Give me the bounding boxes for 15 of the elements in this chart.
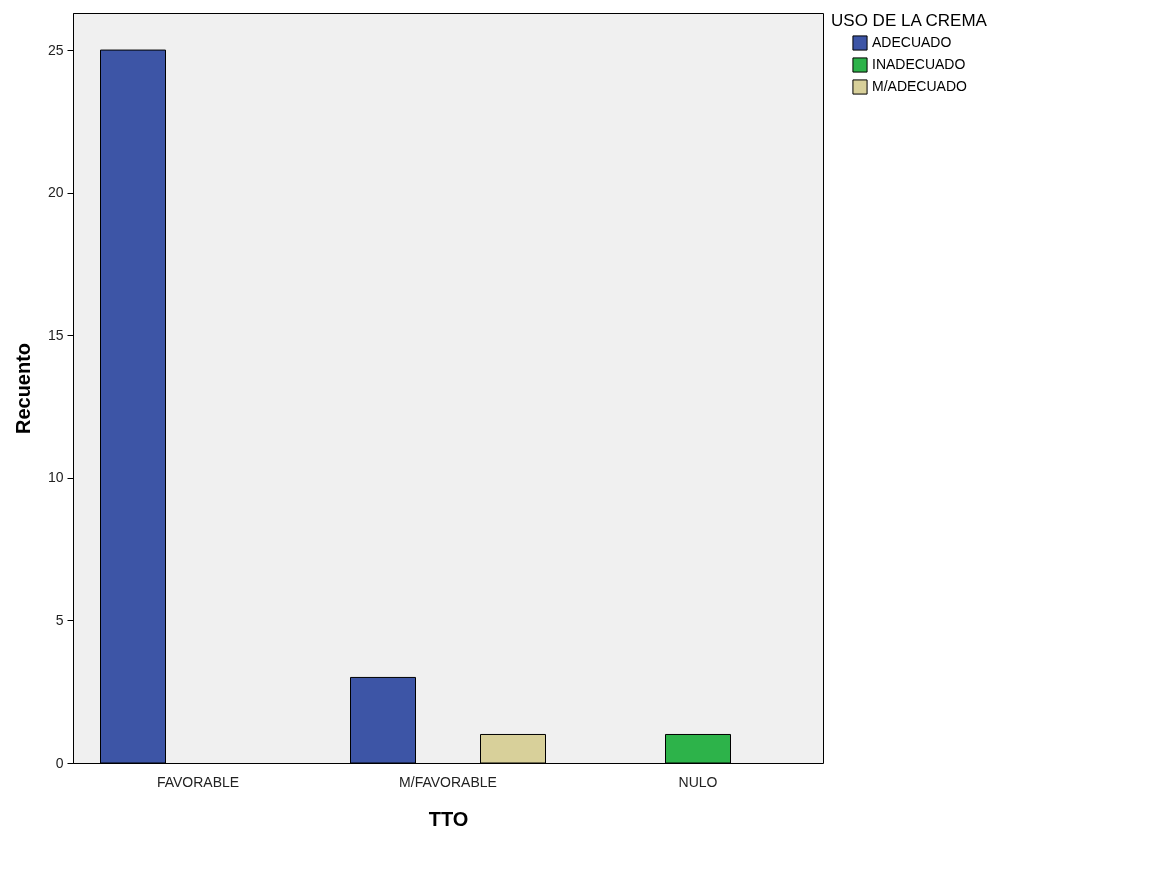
y-tick-label: 20 — [47, 184, 64, 201]
x-tick-label: NULO — [678, 773, 718, 790]
x-axis-title: TTO — [428, 807, 469, 830]
y-tick-label: 25 — [47, 41, 64, 58]
legend-label: INADECUADO — [872, 56, 966, 72]
legend-label: ADECUADO — [872, 34, 952, 50]
legend-label: M/ADECUADO — [872, 78, 968, 94]
y-tick-label: 10 — [47, 469, 64, 486]
x-tick-label: M/FAVORABLE — [399, 773, 497, 790]
y-tick-label: 0 — [55, 754, 64, 771]
y-tick-label: 15 — [47, 326, 64, 343]
legend-title: USO DE LA CREMA — [831, 11, 988, 30]
y-axis-title: Recuento — [11, 342, 34, 435]
x-tick-label: FAVORABLE — [156, 773, 240, 790]
y-tick-label: 5 — [55, 611, 64, 628]
